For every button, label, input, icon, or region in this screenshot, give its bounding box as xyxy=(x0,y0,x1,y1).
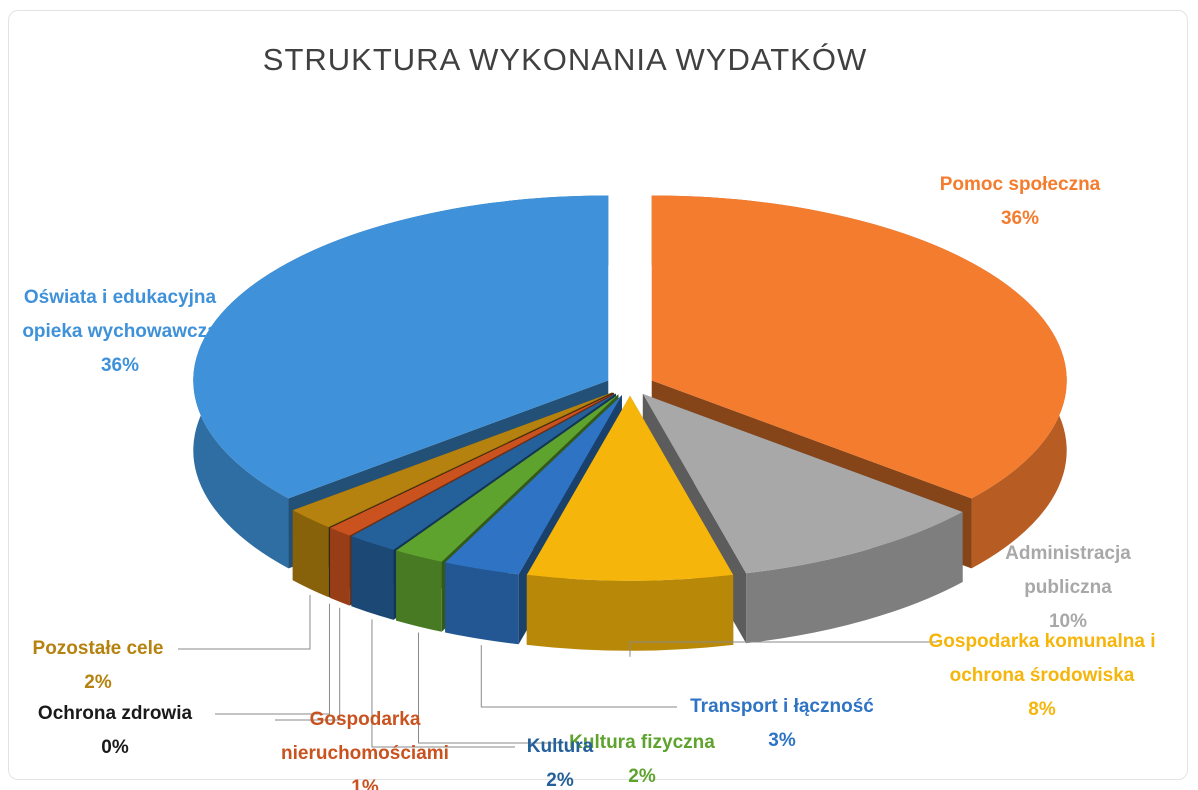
slice-label: Administracja publiczna 10% xyxy=(983,537,1153,639)
category-label: Ochrona zdrowia xyxy=(37,703,193,724)
slice-label: Transport i łączność 3% xyxy=(667,690,897,758)
chart-frame xyxy=(8,10,1188,780)
value-label: 10% xyxy=(1048,611,1088,632)
leader-line xyxy=(215,603,330,715)
slice-label: Pomoc społeczna 36% xyxy=(910,168,1130,236)
slice xyxy=(526,395,734,651)
slice-label: Gospodarka komunalna i ochrona środowisk… xyxy=(927,625,1157,727)
slice-wall xyxy=(330,527,350,606)
slice-wall xyxy=(746,511,963,644)
category-label: Gospodarka komunalna i ochrona środowisk… xyxy=(928,631,1156,686)
slice-top xyxy=(351,393,616,550)
leader-line xyxy=(418,632,562,744)
value-label: 2% xyxy=(546,770,574,790)
category-label: Gospodarka nieruchomościami xyxy=(281,709,449,764)
slice-top xyxy=(292,392,613,528)
leader-line xyxy=(178,594,311,650)
chart-title: STRUKTURA WYKONANIA WYDATKÓW xyxy=(263,42,867,77)
slice-wall xyxy=(292,510,329,598)
category-label: Kultura fizyczna xyxy=(569,732,715,753)
value-label: 36% xyxy=(1000,208,1040,229)
slice-wall xyxy=(445,562,519,645)
category-label: Transport i łączność xyxy=(690,696,874,717)
slice-label: Ochrona zdrowia 0% xyxy=(5,697,225,765)
value-label: 2% xyxy=(628,766,656,787)
slice-top xyxy=(526,395,734,581)
slice-top xyxy=(193,195,609,499)
category-label: Administracja publiczna xyxy=(1005,543,1131,598)
slice-wall xyxy=(351,536,394,620)
slice-wall xyxy=(396,550,442,632)
slice-label: Kultura 2% xyxy=(505,730,615,790)
value-label: 36% xyxy=(100,355,140,376)
leader-line xyxy=(371,619,515,748)
leader-line xyxy=(275,607,341,721)
slice-top xyxy=(396,394,619,562)
slice-label: Oświata i edukacyjna opieka wychowawcza 3… xyxy=(10,281,230,383)
category-label: Oświata i edukacyjna opieka wychowawcza xyxy=(22,287,218,342)
category-label: Pomoc społeczna xyxy=(939,174,1101,195)
value-label: 8% xyxy=(1028,699,1056,720)
leader-line xyxy=(629,641,937,657)
slice-top xyxy=(445,395,622,575)
value-label: 0% xyxy=(101,737,129,758)
category-label: Pozostałe cele xyxy=(32,638,164,659)
leader-line xyxy=(480,645,677,708)
value-label: 3% xyxy=(768,730,796,751)
value-label: 2% xyxy=(84,672,112,693)
slice-label: Gospodarka nieruchomościami 1% xyxy=(265,703,465,790)
category-label: Kultura xyxy=(526,736,594,757)
value-label: 1% xyxy=(351,777,379,790)
slice-wall xyxy=(526,574,734,651)
slice-top xyxy=(651,195,1067,499)
slice-top xyxy=(330,393,615,536)
slice-top xyxy=(642,394,963,574)
slice-label: Pozostałe cele 2% xyxy=(8,632,188,700)
slice-label: Kultura fizyczna 2% xyxy=(552,726,732,790)
